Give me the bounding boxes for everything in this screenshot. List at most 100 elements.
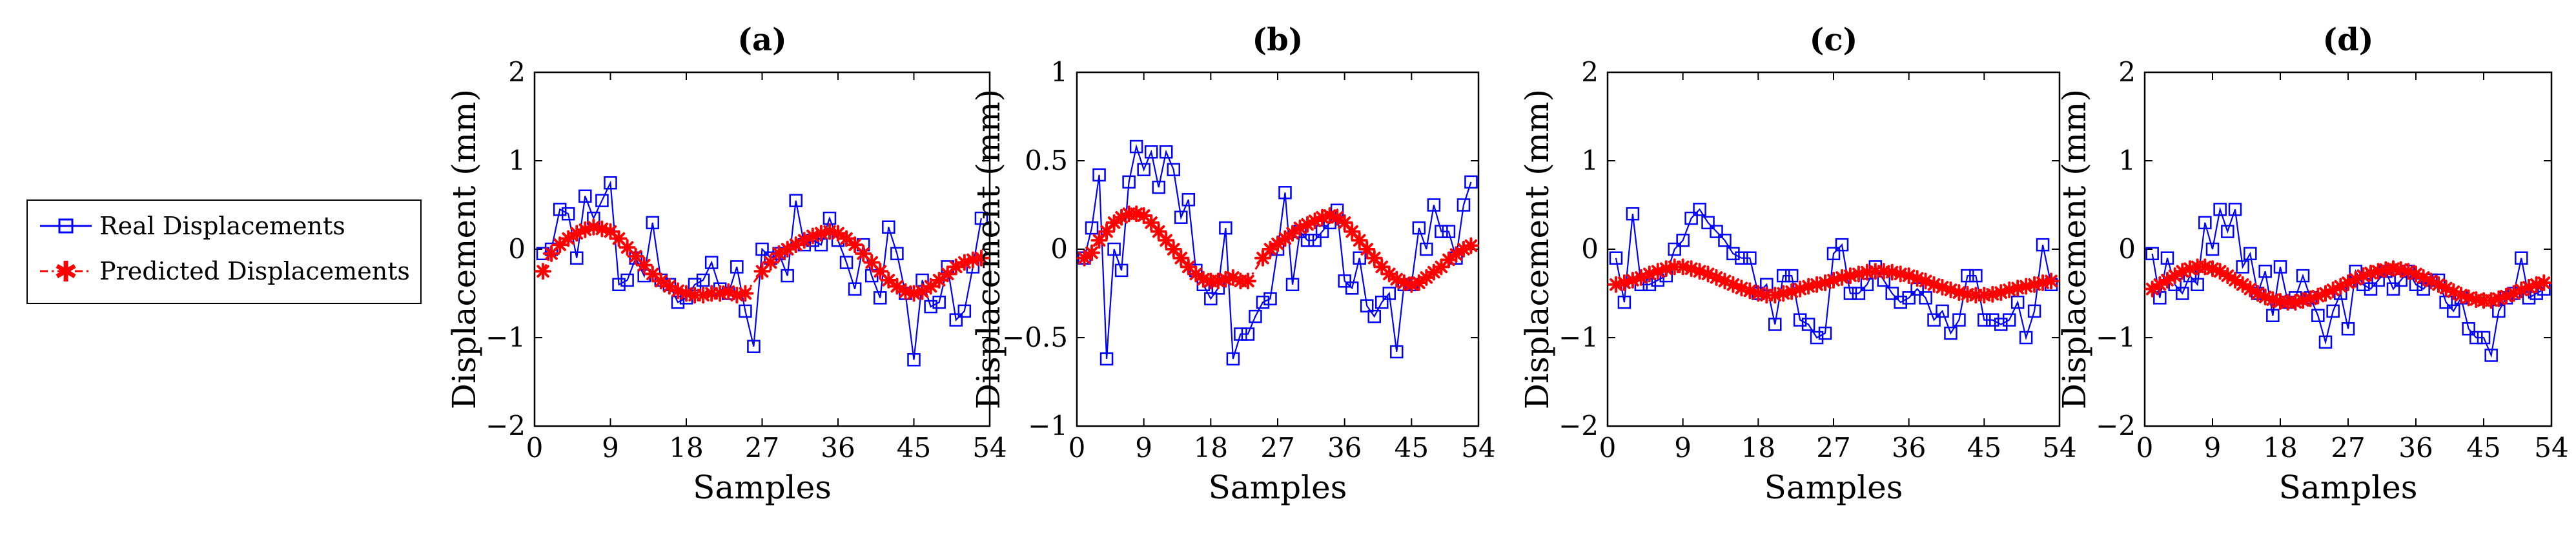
real-point: [1219, 221, 1232, 235]
real-point: [1390, 345, 1404, 359]
predicted-point: [551, 236, 569, 254]
real-point: [1308, 234, 1322, 247]
real-point: [2205, 242, 2220, 256]
predicted-point: [1239, 272, 1256, 290]
real-point: [570, 251, 584, 265]
real-point: [561, 207, 575, 221]
real-point: [1710, 225, 1723, 238]
real-point: [1676, 234, 1690, 247]
real-point: [1902, 291, 1916, 305]
real-point: [1174, 210, 1188, 224]
x-tick-label: 36: [1327, 432, 1362, 464]
real-point: [1978, 313, 1991, 327]
real-point: [595, 194, 609, 207]
legend-predicted-marker: ✱: [54, 256, 78, 289]
real-point: [1826, 247, 1841, 261]
panel-a: (a) 0 9 18 27 36 45 54 −2 −1 0 1 2 Samples Displacemen…: [445, 22, 1007, 506]
x-tick-label: 0: [1068, 432, 1086, 464]
real-point: [957, 304, 972, 318]
x-tick-label: 18: [2263, 432, 2297, 464]
predicted-point: [2001, 281, 2018, 299]
real-point: [1994, 318, 2008, 331]
real-point: [1367, 309, 1381, 323]
real-point: [839, 256, 854, 269]
x-tick-label: 9: [602, 432, 619, 464]
panel-title: (d): [2323, 22, 2374, 58]
legend: Real Displacements ✱ Predicted Displacem…: [26, 199, 422, 304]
real-point: [1300, 234, 1314, 247]
series-group: [1077, 139, 1478, 366]
real-point: [1986, 313, 1999, 327]
predicted-point: [2482, 292, 2500, 309]
real-point: [2198, 216, 2212, 230]
y-axis-label: Displacement (mm): [2056, 89, 2093, 409]
y-tick-label: 0: [2118, 233, 2136, 265]
panel-title: (a): [737, 22, 787, 58]
real-point: [620, 273, 634, 287]
real-point: [2236, 260, 2249, 274]
real-point: [2002, 313, 2016, 327]
real-point: [612, 278, 626, 292]
real-point: [739, 304, 752, 318]
real-point: [1843, 287, 1857, 300]
real-point: [1952, 313, 1966, 327]
real-point: [2266, 309, 2280, 322]
x-tick-label: 9: [1674, 432, 1692, 464]
real-point: [1726, 247, 1740, 261]
predicted-point: [930, 271, 948, 289]
x-tick-label: 36: [821, 432, 855, 464]
predicted-point: [2034, 274, 2052, 292]
real-point: [1099, 352, 1114, 366]
real-point: [974, 211, 988, 225]
real-point: [604, 176, 617, 190]
real-point: [1226, 352, 1240, 366]
x-tick-label: 54: [2042, 432, 2076, 464]
y-tick-label: −2: [486, 410, 526, 442]
y-tick-label: 2: [2118, 56, 2136, 88]
real-point: [1412, 221, 1426, 235]
predicted-point: [838, 230, 855, 247]
real-point: [1144, 145, 1158, 159]
y-tick-label: 2: [1581, 56, 1599, 88]
real-point: [1784, 269, 1799, 283]
real-point: [1457, 198, 1471, 212]
real-point: [747, 340, 761, 353]
series-group: [2145, 203, 2551, 362]
series-group: [535, 176, 990, 367]
x-tick-label: 9: [2204, 432, 2222, 464]
real-point: [704, 256, 719, 269]
real-point: [755, 242, 769, 256]
real-point: [1684, 211, 1698, 225]
real-point: [2326, 304, 2340, 318]
real-point: [1718, 234, 1732, 247]
real-point: [1927, 313, 1941, 327]
predicted-point: [1462, 237, 1478, 254]
real-point: [1159, 145, 1173, 159]
real-point: [1693, 203, 1706, 216]
real-point: [1122, 175, 1136, 189]
real-point: [1167, 163, 1180, 176]
x-tick-label: 45: [897, 432, 931, 464]
real-point: [2221, 225, 2234, 238]
panel-title: (b): [1252, 22, 1303, 58]
real-point: [1181, 193, 1196, 207]
real-point: [1285, 278, 1300, 292]
real-point: [1375, 295, 1389, 309]
real-point: [1427, 198, 1441, 212]
y-tick-label: 0: [1581, 233, 1599, 265]
real-point: [2296, 269, 2310, 283]
real-point: [1626, 207, 1640, 221]
x-tick-label: 18: [669, 432, 703, 464]
real-point: [1969, 269, 1983, 283]
predicted-point: [1083, 244, 1101, 261]
real-point: [1435, 225, 1448, 238]
y-tick-label: −1: [1559, 322, 1599, 353]
real-point: [1085, 221, 1099, 235]
predicted-point: [2369, 263, 2387, 280]
real-point: [2515, 251, 2528, 265]
y-tick-label: 1: [1581, 145, 1599, 176]
real-point: [848, 282, 862, 296]
real-point: [2191, 278, 2204, 292]
legend-real-marker: [58, 218, 74, 234]
